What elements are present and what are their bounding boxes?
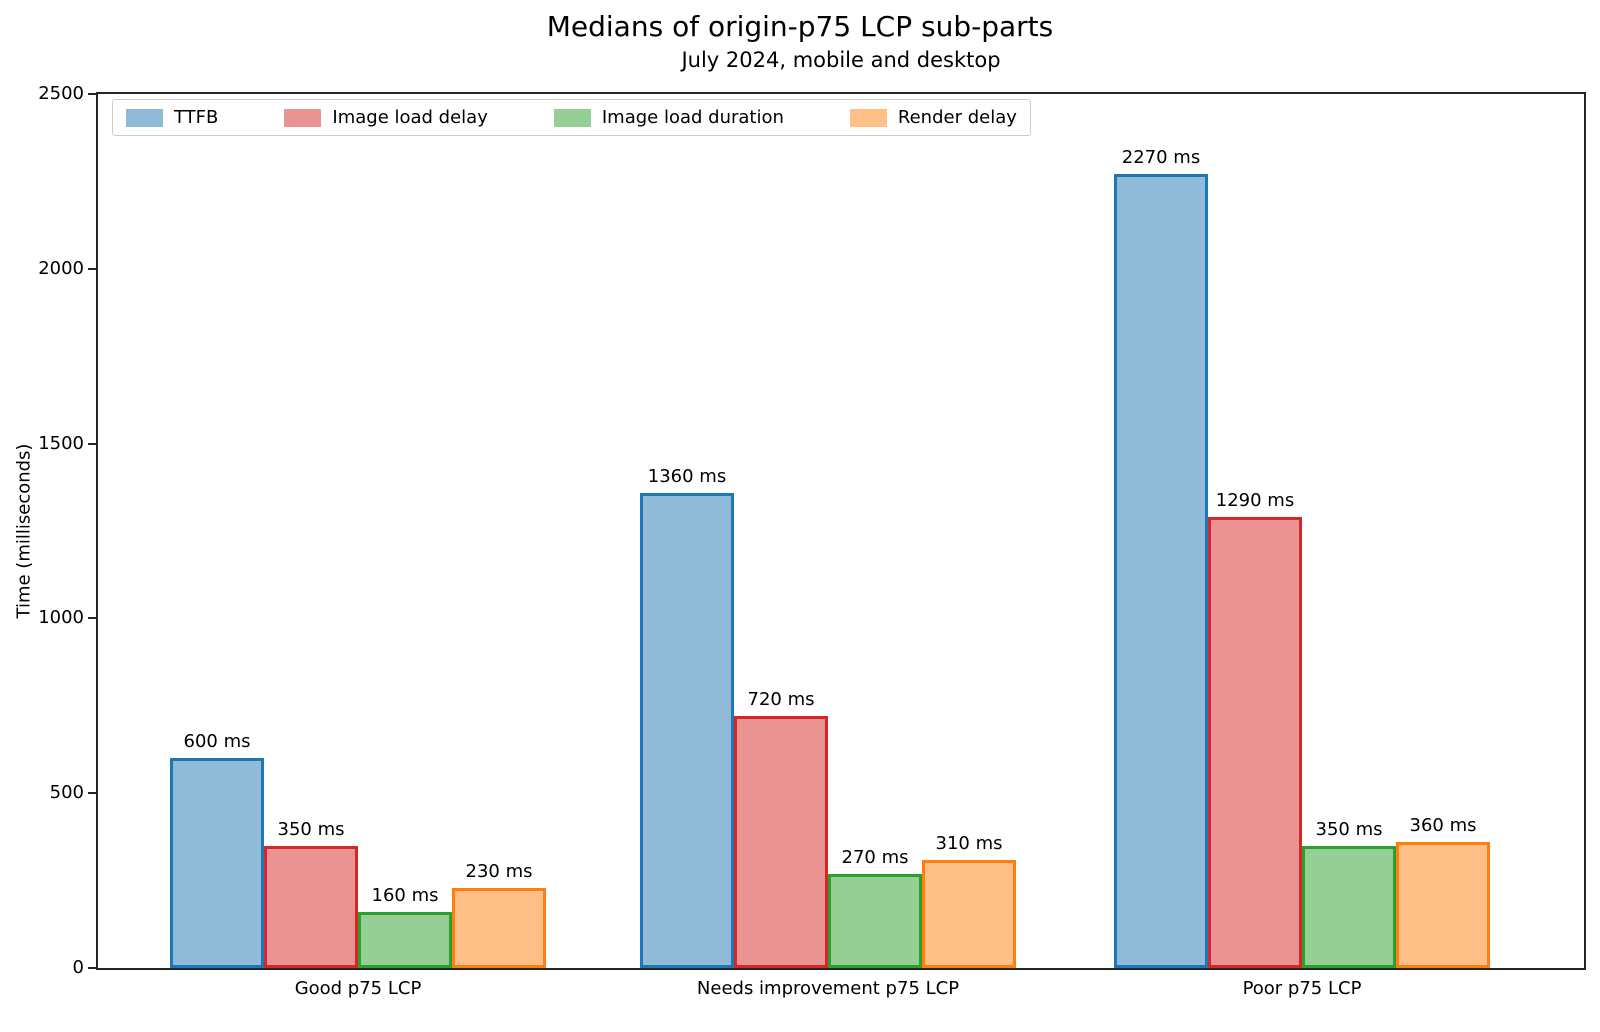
x-tick-label: Needs improvement p75 LCP (696, 978, 960, 999)
y-tick-mark (88, 967, 96, 969)
y-tick-mark (88, 617, 96, 620)
plot-area: TTFB Image load delay Image load duration R… (96, 92, 1586, 970)
bar-value-label: 720 ms (747, 689, 815, 711)
legend-swatch (553, 108, 591, 127)
legend: TTFB Image load delay Image load duration R… (112, 99, 1031, 136)
chart-subtitle: July 2024, mobile and desktop (681, 48, 1001, 72)
bar-image-load-delay (734, 716, 828, 968)
y-tick-label: 2500 (38, 83, 84, 104)
legend-label: TTFB (174, 107, 219, 128)
legend-swatch (284, 108, 322, 127)
y-axis-label: Time (milliseconds) (13, 443, 35, 619)
legend-item: Image load delay (284, 107, 488, 128)
bar-image-load-duration (358, 912, 452, 968)
legend-item: Image load duration (553, 107, 784, 128)
legend-item: TTFB (126, 107, 218, 128)
bar-image-load-delay (264, 845, 358, 968)
legend-label: Render delay (897, 107, 1017, 128)
legend-item: Render delay (849, 107, 1017, 128)
y-tick-mark (88, 267, 96, 270)
bar-value-label: 160 ms (371, 885, 439, 907)
y-tick-label: 2000 (38, 257, 84, 279)
bar-ttfb (1114, 174, 1208, 968)
bar-render-delay (1396, 842, 1490, 968)
x-tick-label: Good p75 LCP (294, 978, 422, 999)
bar-value-label: 270 ms (841, 846, 909, 868)
bar-render-delay (452, 887, 546, 968)
legend-swatch (849, 108, 887, 127)
bar-value-label: 350 ms (277, 818, 345, 840)
y-tick-mark (88, 93, 96, 95)
bar-image-load-duration (1302, 845, 1396, 968)
y-tick-label: 500 (49, 782, 84, 804)
y-tick-mark (88, 442, 96, 445)
legend-swatch (126, 108, 163, 127)
y-tick-label: 1000 (38, 607, 84, 629)
bar-value-label: 310 ms (935, 832, 1003, 854)
legend-label: Image load duration (601, 107, 784, 128)
y-tick-label: 0 (72, 957, 84, 978)
y-tick-label: 1500 (38, 432, 84, 454)
bar-value-label: 1360 ms (647, 465, 727, 487)
bar-ttfb (640, 492, 734, 968)
chart-title: Medians of origin-p75 LCP sub-parts (546, 10, 1054, 43)
bar-value-label: 600 ms (183, 731, 251, 753)
bar-value-label: 1290 ms (1215, 490, 1295, 512)
bar-value-label: 230 ms (465, 860, 533, 882)
y-tick-mark (88, 792, 96, 795)
bar-value-label: 350 ms (1315, 818, 1383, 840)
bar-image-load-duration (828, 873, 922, 968)
legend-label: Image load delay (332, 107, 488, 128)
bar-value-label: 2270 ms (1121, 147, 1201, 169)
bar-render-delay (922, 859, 1016, 968)
x-tick-label: Poor p75 LCP (1242, 978, 1362, 999)
bar-ttfb (170, 758, 264, 968)
bar-value-label: 360 ms (1409, 815, 1477, 837)
bar-image-load-delay (1208, 517, 1302, 968)
